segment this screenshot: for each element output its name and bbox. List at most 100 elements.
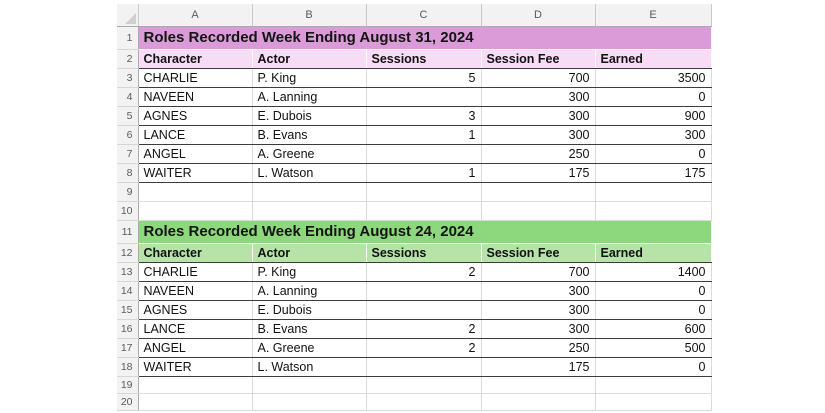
cell-B6[interactable]: B. Evans: [252, 125, 367, 145]
row-header-20[interactable]: 20: [117, 393, 139, 411]
cell-C13[interactable]: 2: [366, 262, 482, 282]
cell-A20[interactable]: [138, 393, 253, 411]
cell-A2[interactable]: Character: [138, 49, 253, 69]
cell-D17[interactable]: 250: [481, 338, 596, 358]
cell-D19[interactable]: [481, 376, 596, 394]
row-header-13[interactable]: 13: [117, 262, 139, 282]
cell-C8[interactable]: 1: [366, 163, 482, 183]
cell-B12[interactable]: Actor: [252, 243, 367, 263]
row-header-7[interactable]: 7: [117, 144, 139, 164]
cell-C15[interactable]: [366, 300, 482, 320]
column-header-B[interactable]: B: [252, 4, 367, 27]
cell-D10[interactable]: [481, 201, 596, 221]
cell-B3[interactable]: P. King: [252, 68, 367, 88]
cell-E3[interactable]: 3500: [595, 68, 712, 88]
cell-A6[interactable]: LANCE: [138, 125, 253, 145]
column-header-E[interactable]: E: [595, 4, 712, 27]
row-header-4[interactable]: 4: [117, 87, 139, 107]
cell-A17[interactable]: ANGEL: [138, 338, 253, 358]
column-header-C[interactable]: C: [366, 4, 482, 27]
cell-E16[interactable]: 600: [595, 319, 712, 339]
cell-C6[interactable]: 1: [366, 125, 482, 145]
cell-C17[interactable]: 2: [366, 338, 482, 358]
cell-B14[interactable]: A. Lanning: [252, 281, 367, 301]
cell-D8[interactable]: 175: [481, 163, 596, 183]
cell-C16[interactable]: 2: [366, 319, 482, 339]
cell-B4[interactable]: A. Lanning: [252, 87, 367, 107]
cell-E5[interactable]: 900: [595, 106, 712, 126]
cell-E8[interactable]: 175: [595, 163, 712, 183]
cell-A5[interactable]: AGNES: [138, 106, 253, 126]
cell-A11-table2-title[interactable]: Roles Recorded Week Ending August 24, 20…: [138, 220, 711, 244]
cell-E9[interactable]: [595, 182, 712, 202]
row-header-16[interactable]: 16: [117, 319, 139, 339]
row-header-15[interactable]: 15: [117, 300, 139, 320]
cell-B7[interactable]: A. Greene: [252, 144, 367, 164]
cell-C5[interactable]: 3: [366, 106, 482, 126]
row-header-19[interactable]: 19: [117, 376, 139, 394]
cell-D9[interactable]: [481, 182, 596, 202]
cell-E10[interactable]: [595, 201, 712, 221]
cell-E2[interactable]: Earned: [595, 49, 712, 69]
cell-C14[interactable]: [366, 281, 482, 301]
cell-C20[interactable]: [366, 393, 482, 411]
cell-B18[interactable]: L. Watson: [252, 357, 367, 377]
cell-B20[interactable]: [252, 393, 367, 411]
cell-D14[interactable]: 300: [481, 281, 596, 301]
cell-C4[interactable]: [366, 87, 482, 107]
cell-A10[interactable]: [138, 201, 253, 221]
cell-D12[interactable]: Session Fee: [481, 243, 596, 263]
cell-A18[interactable]: WAITER: [138, 357, 253, 377]
cell-B13[interactable]: P. King: [252, 262, 367, 282]
cell-D15[interactable]: 300: [481, 300, 596, 320]
cell-D5[interactable]: 300: [481, 106, 596, 126]
cell-E19[interactable]: [595, 376, 712, 394]
cell-B9[interactable]: [252, 182, 367, 202]
cell-A19[interactable]: [138, 376, 253, 394]
cell-A16[interactable]: LANCE: [138, 319, 253, 339]
cell-C3[interactable]: 5: [366, 68, 482, 88]
cell-B16[interactable]: B. Evans: [252, 319, 367, 339]
cell-E4[interactable]: 0: [595, 87, 712, 107]
cell-D18[interactable]: 175: [481, 357, 596, 377]
cell-B15[interactable]: E. Dubois: [252, 300, 367, 320]
cell-C10[interactable]: [366, 201, 482, 221]
cell-D3[interactable]: 700: [481, 68, 596, 88]
cell-A7[interactable]: ANGEL: [138, 144, 253, 164]
cell-D20[interactable]: [481, 393, 596, 411]
cell-E17[interactable]: 500: [595, 338, 712, 358]
cell-D13[interactable]: 700: [481, 262, 596, 282]
cell-E6[interactable]: 300: [595, 125, 712, 145]
row-header-12[interactable]: 12: [117, 243, 139, 263]
cell-A3[interactable]: CHARLIE: [138, 68, 253, 88]
cell-D7[interactable]: 250: [481, 144, 596, 164]
column-header-D[interactable]: D: [481, 4, 596, 27]
row-header-10[interactable]: 10: [117, 201, 139, 221]
row-header-9[interactable]: 9: [117, 182, 139, 202]
cell-E20[interactable]: [595, 393, 712, 411]
row-header-6[interactable]: 6: [117, 125, 139, 145]
cell-C18[interactable]: [366, 357, 482, 377]
cell-C19[interactable]: [366, 376, 482, 394]
cell-C2[interactable]: Sessions: [366, 49, 482, 69]
row-header-11[interactable]: 11: [117, 220, 139, 244]
cell-B5[interactable]: E. Dubois: [252, 106, 367, 126]
cell-E12[interactable]: Earned: [595, 243, 712, 263]
row-header-17[interactable]: 17: [117, 338, 139, 358]
cell-D2[interactable]: Session Fee: [481, 49, 596, 69]
cell-A8[interactable]: WAITER: [138, 163, 253, 183]
cell-C7[interactable]: [366, 144, 482, 164]
row-header-8[interactable]: 8: [117, 163, 139, 183]
cell-A4[interactable]: NAVEEN: [138, 87, 253, 107]
row-header-1[interactable]: 1: [117, 26, 139, 50]
cell-B10[interactable]: [252, 201, 367, 221]
cell-E14[interactable]: 0: [595, 281, 712, 301]
cell-E15[interactable]: 0: [595, 300, 712, 320]
column-header-A[interactable]: A: [138, 4, 253, 27]
cell-A1-table1-title[interactable]: Roles Recorded Week Ending August 31, 20…: [138, 26, 711, 50]
cell-A15[interactable]: AGNES: [138, 300, 253, 320]
row-header-5[interactable]: 5: [117, 106, 139, 126]
row-header-18[interactable]: 18: [117, 357, 139, 377]
row-header-14[interactable]: 14: [117, 281, 139, 301]
cell-C9[interactable]: [366, 182, 482, 202]
